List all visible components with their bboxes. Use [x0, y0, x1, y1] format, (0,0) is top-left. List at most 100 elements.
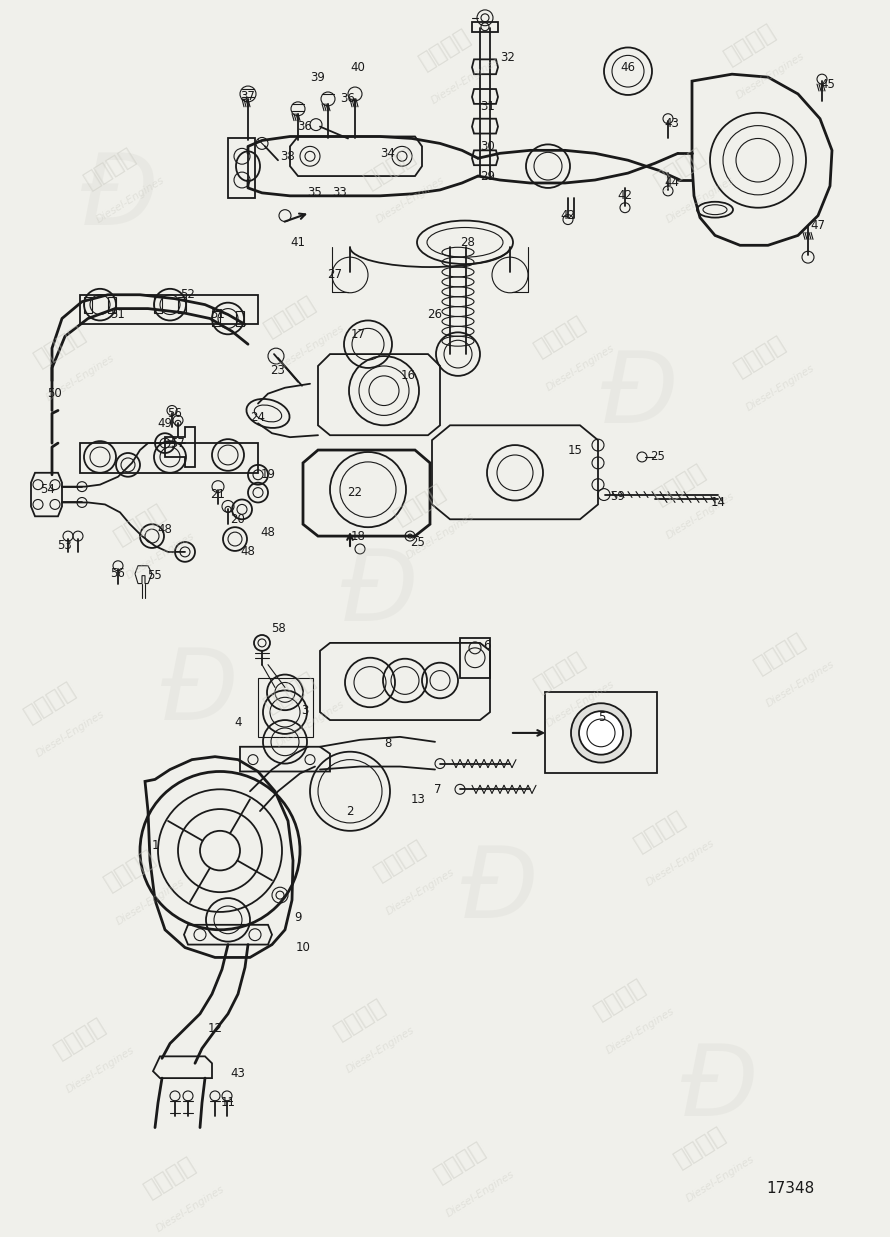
- Text: Diesel-Engines: Diesel-Engines: [684, 1154, 756, 1204]
- Text: 13: 13: [410, 793, 425, 805]
- Text: 28: 28: [460, 236, 475, 249]
- Text: 34: 34: [381, 147, 395, 160]
- Circle shape: [571, 704, 631, 762]
- Text: Diesel-Engines: Diesel-Engines: [664, 491, 736, 542]
- Bar: [236, 310, 244, 327]
- Text: Diesel-Engines: Diesel-Engines: [429, 56, 501, 106]
- Text: Diesel-Engines: Diesel-Engines: [44, 353, 116, 403]
- Text: 58: 58: [271, 621, 286, 635]
- Text: 12: 12: [207, 1022, 222, 1035]
- Text: 紫发动力: 紫发动力: [80, 143, 140, 193]
- Text: 紫发动力: 紫发动力: [670, 1123, 730, 1171]
- Text: 41: 41: [290, 236, 305, 249]
- Text: 29: 29: [481, 169, 496, 183]
- Text: Diesel-Engines: Diesel-Engines: [744, 362, 816, 413]
- Text: Diesel-Engines: Diesel-Engines: [274, 699, 346, 750]
- Text: 紫发动力: 紫发动力: [110, 500, 170, 549]
- Bar: [258, 678, 313, 737]
- Bar: [545, 693, 657, 773]
- Text: Diesel-Engines: Diesel-Engines: [114, 877, 186, 927]
- Text: 32: 32: [500, 51, 515, 64]
- Text: 48: 48: [261, 526, 275, 538]
- Text: 2: 2: [346, 804, 353, 818]
- Text: Diesel-Engines: Diesel-Engines: [154, 1184, 226, 1233]
- Text: 21: 21: [211, 489, 225, 501]
- Text: 9: 9: [295, 912, 302, 924]
- Text: Diesel-Engines: Diesel-Engines: [94, 174, 166, 225]
- Text: 20: 20: [231, 513, 246, 526]
- Text: Diesel-Engines: Diesel-Engines: [124, 531, 196, 581]
- Text: Diesel-Engines: Diesel-Engines: [274, 323, 346, 374]
- Text: 39: 39: [311, 71, 326, 84]
- Text: 26: 26: [427, 308, 442, 322]
- Text: 27: 27: [328, 268, 343, 282]
- Text: 43: 43: [231, 1066, 246, 1080]
- Text: Diesel-Engines: Diesel-Engines: [544, 679, 616, 730]
- Text: 紫发动力: 紫发动力: [750, 628, 810, 678]
- Text: Diesel-Engines: Diesel-Engines: [734, 51, 806, 101]
- Text: 30: 30: [481, 140, 496, 153]
- Bar: [80, 443, 258, 473]
- Text: 35: 35: [308, 187, 322, 199]
- Text: 14: 14: [710, 496, 725, 508]
- Text: Diesel-Engines: Diesel-Engines: [664, 174, 736, 225]
- Text: Ð: Ð: [602, 348, 679, 444]
- Text: 紫发动力: 紫发动力: [651, 460, 710, 510]
- Text: 8: 8: [384, 737, 392, 751]
- Text: 紫发动力: 紫发动力: [30, 322, 90, 371]
- Text: 56: 56: [167, 407, 182, 419]
- Text: Diesel-Engines: Diesel-Engines: [374, 174, 446, 225]
- Text: 6: 6: [483, 640, 490, 652]
- Text: 1: 1: [151, 839, 158, 852]
- Text: 紫发动力: 紫发动力: [430, 1138, 490, 1186]
- Text: 55: 55: [148, 569, 162, 583]
- Text: 59: 59: [611, 490, 626, 503]
- Text: 紫发动力: 紫发动力: [50, 1014, 109, 1063]
- Text: 紫发动力: 紫发动力: [370, 836, 430, 886]
- Bar: [460, 638, 490, 678]
- Text: 紫发动力: 紫发动力: [330, 995, 390, 1043]
- Text: Ð: Ð: [341, 546, 419, 642]
- Text: 38: 38: [280, 150, 295, 163]
- Text: 22: 22: [347, 486, 362, 499]
- Text: 50: 50: [48, 387, 62, 400]
- Text: 53: 53: [58, 539, 72, 553]
- Text: 紫发动力: 紫发动力: [360, 143, 420, 193]
- Text: 4: 4: [234, 715, 242, 729]
- Bar: [84, 297, 92, 313]
- Text: 36: 36: [297, 120, 312, 134]
- Text: Diesel-Engines: Diesel-Engines: [444, 1169, 516, 1218]
- Text: 54: 54: [41, 484, 55, 496]
- Text: 49: 49: [158, 417, 173, 429]
- Text: 15: 15: [568, 444, 582, 456]
- Text: Diesel-Engines: Diesel-Engines: [404, 511, 476, 562]
- Text: Diesel-Engines: Diesel-Engines: [644, 837, 716, 887]
- Text: 40: 40: [351, 61, 366, 74]
- Text: 紫发动力: 紫发动力: [415, 25, 475, 74]
- Text: 43: 43: [665, 118, 679, 130]
- Bar: [154, 297, 162, 313]
- Text: 47: 47: [811, 219, 826, 233]
- Text: 紫发动力: 紫发动力: [530, 648, 590, 698]
- Text: 25: 25: [410, 536, 425, 548]
- Bar: [212, 310, 220, 327]
- Text: Diesel-Engines: Diesel-Engines: [34, 709, 106, 760]
- Text: 7: 7: [434, 783, 441, 795]
- Text: 19: 19: [261, 469, 276, 481]
- Bar: [178, 297, 186, 313]
- Text: 42: 42: [618, 189, 633, 203]
- Bar: [80, 294, 258, 324]
- Text: 紫发动力: 紫发动力: [260, 292, 320, 341]
- Text: Diesel-Engines: Diesel-Engines: [64, 1045, 136, 1095]
- Text: Ð: Ð: [161, 644, 239, 741]
- Text: Diesel-Engines: Diesel-Engines: [764, 659, 836, 710]
- Text: 36: 36: [341, 93, 355, 105]
- Text: 24: 24: [250, 411, 265, 424]
- Text: 紫发动力: 紫发动力: [651, 143, 710, 193]
- Text: 48: 48: [158, 523, 173, 536]
- Text: 48: 48: [240, 546, 255, 558]
- Text: 16: 16: [400, 370, 416, 382]
- Text: 11: 11: [221, 1096, 236, 1110]
- Text: 紫发动力: 紫发动力: [730, 332, 789, 381]
- Text: Ð: Ð: [461, 841, 538, 939]
